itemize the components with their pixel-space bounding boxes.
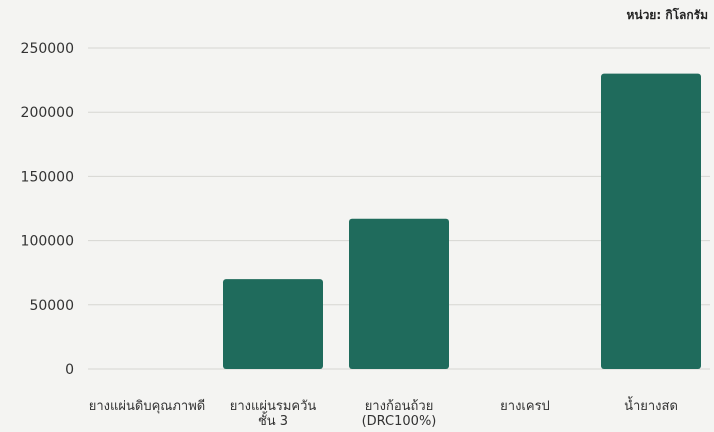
x-tick-label: ยางแผ่นดิบคุณภาพดี [89, 398, 205, 414]
x-tick-label: ยางแผ่นรมควัน [230, 399, 317, 414]
bar [223, 279, 323, 369]
y-tick-label: 50000 [29, 298, 74, 314]
x-tick-label: ยางก้อนถ้วย [365, 399, 434, 414]
y-tick-label: 250000 [21, 41, 74, 57]
x-tick-label: ยางเครป [500, 399, 550, 414]
bar [349, 218, 449, 369]
x-tick-label: ชั้น 3 [258, 411, 288, 428]
y-tick-label: 100000 [21, 234, 74, 250]
unit-label: หน่วย: กิโลกรัม [626, 8, 708, 22]
y-tick-label: 200000 [21, 105, 74, 121]
x-tick-label: น้ำยางสด [624, 396, 678, 414]
y-tick-label: 0 [65, 362, 74, 378]
x-tick-label: (DRC100%) [362, 414, 437, 428]
bar [601, 73, 701, 370]
y-tick-label: 150000 [21, 169, 74, 185]
